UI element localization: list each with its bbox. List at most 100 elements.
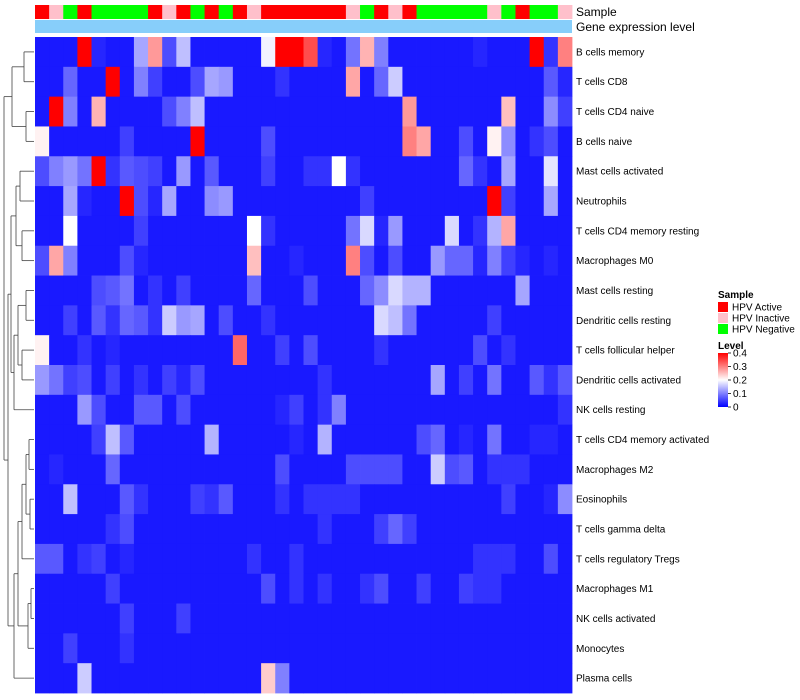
heatmap-cell bbox=[162, 633, 177, 664]
legend-swatch bbox=[718, 324, 728, 334]
heatmap-cell bbox=[204, 66, 220, 98]
heatmap-cell bbox=[345, 66, 361, 98]
heatmap-cell bbox=[218, 514, 234, 545]
heatmap-cell bbox=[360, 305, 375, 336]
heatmap-cell bbox=[529, 365, 545, 396]
heatmap-cell bbox=[416, 603, 432, 634]
heatmap-cell bbox=[77, 305, 92, 336]
heatmap-cell bbox=[190, 156, 205, 187]
heatmap-cell bbox=[119, 663, 135, 694]
heatmap-cell bbox=[176, 365, 191, 396]
heatmap-cell bbox=[317, 186, 333, 217]
heatmap-cell bbox=[176, 424, 191, 455]
heatmap-cell bbox=[416, 305, 432, 336]
heatmap-cell bbox=[501, 365, 516, 396]
heatmap-cell bbox=[289, 573, 304, 604]
heatmap-cell bbox=[374, 126, 389, 157]
heatmap-cell bbox=[148, 424, 163, 455]
heatmap-cell bbox=[360, 215, 375, 247]
heatmap-cell bbox=[218, 663, 234, 694]
heatmap-cell bbox=[388, 543, 403, 575]
heatmap-cell bbox=[345, 275, 361, 306]
heatmap-cell bbox=[133, 335, 149, 366]
heatmap-cell bbox=[515, 186, 531, 217]
heatmap-cell bbox=[331, 96, 347, 127]
heatmap-cell bbox=[515, 573, 531, 604]
heatmap-cell bbox=[133, 245, 149, 276]
heatmap-cell bbox=[303, 365, 319, 396]
heatmap-cell bbox=[345, 215, 361, 247]
heatmap-cell bbox=[218, 365, 234, 396]
heatmap-cell bbox=[190, 215, 205, 247]
heatmap-cell bbox=[430, 454, 446, 485]
heatmap-cell bbox=[473, 37, 488, 68]
heatmap-cell bbox=[444, 484, 460, 515]
heatmap-cell bbox=[91, 335, 107, 366]
heatmap-cell bbox=[557, 186, 573, 217]
heatmap-cell bbox=[303, 663, 319, 694]
heatmap-cell bbox=[444, 543, 460, 575]
heatmap-cell bbox=[162, 156, 177, 187]
heatmap-cell bbox=[119, 215, 135, 247]
heatmap-cell bbox=[105, 454, 121, 485]
heatmap-cell bbox=[543, 454, 559, 485]
heatmap-cell bbox=[331, 543, 347, 575]
heatmap-cell bbox=[557, 245, 573, 276]
heatmap-cell bbox=[261, 37, 276, 68]
heatmap-cell bbox=[105, 275, 121, 306]
sample-annotation-cell bbox=[430, 5, 446, 19]
heatmap-cell bbox=[303, 603, 319, 634]
heatmap-cell bbox=[261, 305, 276, 336]
heatmap-cell bbox=[35, 484, 50, 515]
heatmap-cell bbox=[557, 543, 573, 575]
heatmap-cell bbox=[543, 245, 559, 276]
heatmap-cell bbox=[345, 633, 361, 664]
heatmap-cell bbox=[473, 245, 488, 276]
heatmap-cell bbox=[35, 394, 50, 426]
heatmap-cell bbox=[331, 573, 347, 604]
heatmap-cell bbox=[473, 573, 488, 604]
heatmap-cell bbox=[190, 484, 205, 515]
heatmap-cell bbox=[232, 245, 248, 276]
heatmap-cell bbox=[303, 514, 319, 545]
heatmap-cell bbox=[317, 245, 333, 276]
heatmap-cell bbox=[35, 245, 50, 276]
heatmap-cell bbox=[487, 245, 502, 276]
heatmap-cell bbox=[105, 37, 121, 68]
heatmap-cell bbox=[162, 37, 177, 68]
heatmap-cell bbox=[190, 424, 205, 455]
heatmap-cell bbox=[119, 96, 135, 127]
row-label: NK cells resting bbox=[576, 405, 645, 416]
heatmap-cell bbox=[176, 215, 191, 247]
heatmap-cell bbox=[105, 156, 121, 187]
heatmap-cell bbox=[345, 573, 361, 604]
heatmap-cell bbox=[218, 275, 234, 306]
heatmap-cell bbox=[275, 96, 290, 127]
heatmap-cell bbox=[133, 454, 149, 485]
heatmap-cell bbox=[35, 663, 50, 694]
heatmap-cell bbox=[133, 96, 149, 127]
heatmap-cell bbox=[345, 156, 361, 187]
heatmap-cell bbox=[557, 484, 573, 515]
heatmap-cell bbox=[543, 484, 559, 515]
heatmap-cell bbox=[473, 126, 488, 157]
heatmap-cell bbox=[303, 126, 319, 157]
heatmap-cell bbox=[63, 365, 78, 396]
heatmap-cell bbox=[218, 37, 234, 68]
heatmap-cell bbox=[458, 484, 474, 515]
heatmap-cell bbox=[162, 394, 177, 426]
heatmap-cell bbox=[261, 573, 276, 604]
heatmap-cell bbox=[402, 66, 417, 98]
heatmap-cell bbox=[218, 633, 234, 664]
heatmap-cell bbox=[105, 543, 121, 575]
heatmap-cell bbox=[360, 454, 375, 485]
heatmap-cell bbox=[360, 663, 375, 694]
heatmap-cell bbox=[444, 573, 460, 604]
heatmap-cell bbox=[473, 215, 488, 247]
heatmap-cell bbox=[204, 305, 220, 336]
heatmap-cell bbox=[388, 394, 403, 426]
heatmap-cell bbox=[49, 66, 64, 98]
heatmap-cell bbox=[557, 215, 573, 247]
heatmap-cell bbox=[35, 424, 50, 455]
